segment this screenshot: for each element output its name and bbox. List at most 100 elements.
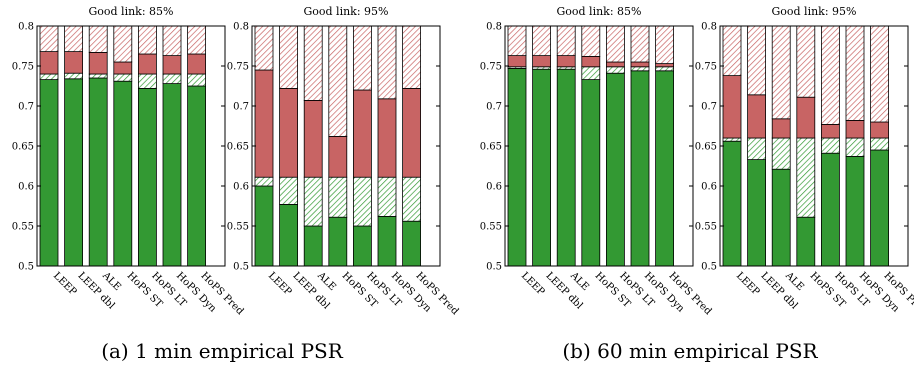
bar-segment-green (821, 152, 840, 267)
y-tick-label: 0.8 (701, 22, 717, 33)
bar (279, 25, 299, 267)
bar-segment-red-hatched (377, 25, 397, 100)
bar (507, 25, 527, 267)
bar-segment-red (377, 98, 397, 178)
bar-segment-green (64, 78, 83, 267)
chart-title: Good link: 95% (771, 5, 856, 18)
bar-segment-green-hatched (845, 137, 865, 157)
bar-segment-red (845, 120, 865, 139)
bar-segment-green (279, 203, 299, 267)
y-tick-label: 0.55 (695, 222, 717, 233)
bar-segment-green (655, 70, 674, 267)
bar-segment-red (88, 52, 108, 75)
bar-segment-green (606, 72, 625, 267)
bar (377, 25, 397, 267)
bar-segment-green-hatched (870, 137, 889, 151)
category-label: LEEP (266, 270, 294, 298)
y-tick-label: 0.7 (701, 102, 717, 113)
bar-segment-green (556, 68, 576, 267)
bar-segment-red (655, 63, 674, 68)
bar-segment-green (328, 216, 348, 267)
bar-segment-green (771, 168, 791, 267)
bar-segment-red (771, 118, 791, 139)
bar-segment-red-hatched (606, 25, 625, 63)
bar-segment-red-hatched (402, 25, 422, 89)
bar-segment-red-hatched (39, 25, 59, 53)
bar-segment-red (303, 100, 323, 178)
bar (254, 25, 274, 267)
bar-segment-green (796, 216, 816, 267)
y-tick-label: 0.65 (12, 142, 34, 153)
bar-segment-green (187, 85, 207, 267)
bar-segment-red-hatched (162, 25, 182, 57)
y-tick-label: 0.7 (233, 102, 249, 113)
y-tick-label: 0.75 (227, 62, 249, 73)
bar (870, 25, 889, 267)
bar-segment-red (64, 51, 83, 74)
y-tick-label: 0.5 (18, 262, 34, 273)
y-tick-label: 0.5 (701, 262, 717, 273)
y-tick-label: 0.75 (480, 62, 502, 73)
bar-segment-red-hatched (352, 25, 372, 91)
bar-segment-green (581, 79, 601, 267)
bar-segment-green-hatched (655, 66, 674, 72)
bar (162, 25, 182, 267)
bar-segment-red-hatched (771, 25, 791, 120)
bar (722, 25, 742, 267)
bar-segment-red-hatched (556, 25, 576, 57)
bar-segment-green-hatched (606, 66, 625, 74)
bar-segment-red (137, 53, 157, 75)
bar (771, 25, 791, 267)
bar-segment-red-hatched (722, 25, 742, 76)
bar-segment-green (377, 215, 397, 267)
bar-segment-green-hatched (137, 73, 157, 89)
bar-segment-green (352, 225, 372, 267)
bar-segment-red-hatched (64, 25, 83, 53)
bar-segment-red (796, 96, 816, 139)
bar (402, 25, 422, 267)
bar-segment-green-hatched (377, 176, 397, 217)
bar-segment-red-hatched (187, 25, 207, 55)
bar-segment-green (88, 77, 108, 267)
bar-segment-red (254, 69, 274, 178)
bar-segment-red (113, 61, 133, 75)
bar-segment-red (606, 61, 625, 68)
bar (630, 25, 650, 267)
bar-segment-green (722, 140, 742, 267)
bar-segment-red-hatched (655, 25, 674, 64)
bar-segment-red (821, 124, 840, 139)
y-tick-label: 0.65 (695, 142, 717, 153)
y-tick-label: 0.75 (695, 62, 717, 73)
y-tick-label: 0.55 (480, 222, 502, 233)
bar-segment-red (187, 53, 207, 75)
bar (655, 25, 674, 267)
bar-segment-red-hatched (507, 25, 527, 57)
bar-segment-red (532, 55, 551, 68)
bar-segment-red-hatched (137, 25, 157, 55)
caption-a: (a) 1 min empirical PSR (101, 339, 344, 363)
y-tick-label: 0.5 (233, 262, 249, 273)
bar-segment-red (402, 88, 422, 178)
bar-segment-red (507, 55, 527, 68)
bar-segment-red (328, 135, 348, 178)
bar-segment-red-hatched (328, 25, 348, 137)
bar-segment-red-hatched (88, 25, 108, 53)
bar-segment-red-hatched (630, 25, 650, 63)
bar-segment-green-hatched (581, 66, 601, 81)
bar (532, 25, 551, 267)
bar-segment-green-hatched (771, 137, 791, 170)
bar-segment-red (581, 56, 601, 68)
bar-segment-red-hatched (113, 25, 133, 63)
bar-segment-green (113, 80, 133, 267)
bar (821, 25, 840, 267)
bar-segment-green-hatched (722, 137, 742, 142)
bar-segment-red (870, 121, 889, 139)
bar-segment-green (870, 149, 889, 267)
bar-segment-red-hatched (581, 25, 601, 57)
bar-segment-green-hatched (254, 176, 274, 187)
bar (64, 25, 83, 267)
